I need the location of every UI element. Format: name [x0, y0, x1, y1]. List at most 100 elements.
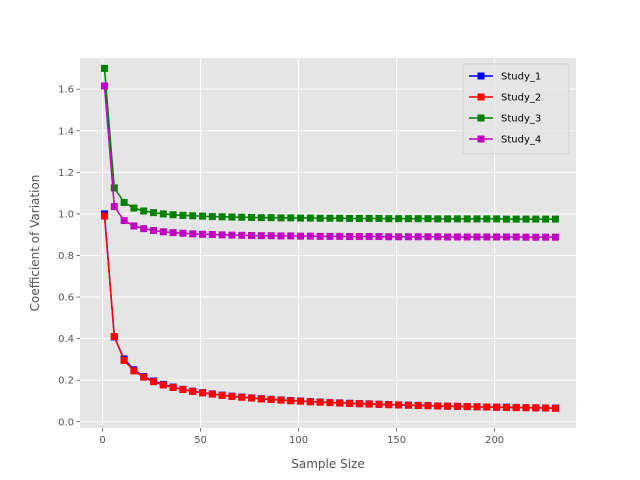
series-study-4 — [101, 82, 559, 241]
data-point — [532, 215, 540, 223]
y-tick-label: 0.8 — [58, 251, 74, 262]
data-point — [346, 233, 354, 241]
data-point — [218, 213, 226, 221]
data-point — [493, 403, 501, 411]
data-point — [434, 215, 442, 223]
series-group — [101, 64, 559, 412]
data-point — [444, 215, 452, 223]
data-point — [502, 403, 510, 411]
data-point — [130, 204, 138, 212]
data-point — [375, 233, 383, 241]
data-point — [189, 387, 197, 395]
legend: Study_1 Study_2 Study_3 Study_4 — [462, 63, 570, 155]
data-point — [336, 399, 344, 407]
y-axis-label: Coefficient of Variation — [28, 175, 42, 312]
data-point — [551, 233, 559, 241]
data-point — [257, 214, 265, 222]
data-point — [326, 399, 334, 407]
y-tick-label: 1.6 — [58, 85, 74, 96]
x-axis-label: Sample Size — [291, 457, 364, 471]
data-point — [218, 231, 226, 239]
data-point — [306, 232, 314, 240]
legend-item: Study_4 — [469, 135, 541, 146]
data-point — [267, 396, 275, 404]
legend-marker — [477, 93, 485, 101]
data-point — [453, 233, 461, 241]
data-point — [375, 214, 383, 222]
data-point — [463, 233, 471, 241]
data-point — [189, 230, 197, 238]
data-point — [120, 217, 128, 225]
data-point — [208, 213, 216, 221]
data-point — [248, 232, 256, 240]
data-point — [228, 392, 236, 400]
data-point — [424, 215, 432, 223]
data-point — [150, 227, 158, 235]
data-point — [297, 214, 305, 222]
data-point — [424, 233, 432, 241]
data-point — [110, 203, 118, 211]
data-point — [385, 233, 393, 241]
data-point — [493, 215, 501, 223]
legend-label: Study_1 — [501, 72, 541, 83]
data-point — [287, 232, 295, 240]
data-point — [434, 233, 442, 241]
legend-item: Study_2 — [469, 93, 541, 104]
data-point — [385, 401, 393, 409]
data-point — [375, 400, 383, 408]
data-point — [120, 198, 128, 206]
data-point — [306, 214, 314, 222]
data-point — [267, 214, 275, 222]
data-point — [238, 213, 246, 221]
data-point — [228, 231, 236, 239]
data-point — [277, 214, 285, 222]
data-point — [257, 395, 265, 403]
data-point — [483, 233, 491, 241]
x-tick-label: 100 — [289, 435, 308, 446]
data-point — [542, 215, 550, 223]
data-point — [463, 403, 471, 411]
data-point — [493, 233, 501, 241]
data-point — [414, 215, 422, 223]
data-point — [355, 233, 363, 241]
data-point — [179, 229, 187, 237]
data-point — [522, 404, 530, 412]
data-point — [551, 215, 559, 223]
legend-marker — [477, 72, 485, 80]
data-point — [463, 215, 471, 223]
data-point — [297, 232, 305, 240]
legend-item: Study_3 — [469, 114, 541, 125]
data-point — [483, 403, 491, 411]
x-tick-label: 200 — [485, 435, 504, 446]
data-point — [395, 233, 403, 241]
data-point — [277, 396, 285, 404]
data-point — [316, 214, 324, 222]
data-point — [140, 207, 148, 215]
data-point — [395, 401, 403, 409]
data-point — [551, 404, 559, 412]
x-tick-label: 50 — [194, 435, 207, 446]
data-point — [326, 232, 334, 240]
data-point — [444, 233, 452, 241]
data-point — [169, 211, 177, 219]
data-point — [483, 215, 491, 223]
data-point — [444, 402, 452, 410]
data-point — [502, 215, 510, 223]
data-point — [473, 215, 481, 223]
data-point — [502, 233, 510, 241]
data-point — [208, 230, 216, 238]
data-point — [120, 356, 128, 364]
data-point — [404, 401, 412, 409]
data-point — [101, 64, 109, 72]
legend-box — [462, 63, 570, 155]
data-point — [365, 214, 373, 222]
data-point — [277, 232, 285, 240]
data-point — [542, 404, 550, 412]
data-point — [336, 232, 344, 240]
data-point — [404, 215, 412, 223]
data-point — [414, 233, 422, 241]
data-point — [355, 400, 363, 408]
data-point — [150, 209, 158, 217]
data-point — [110, 333, 118, 341]
data-point — [189, 212, 197, 220]
